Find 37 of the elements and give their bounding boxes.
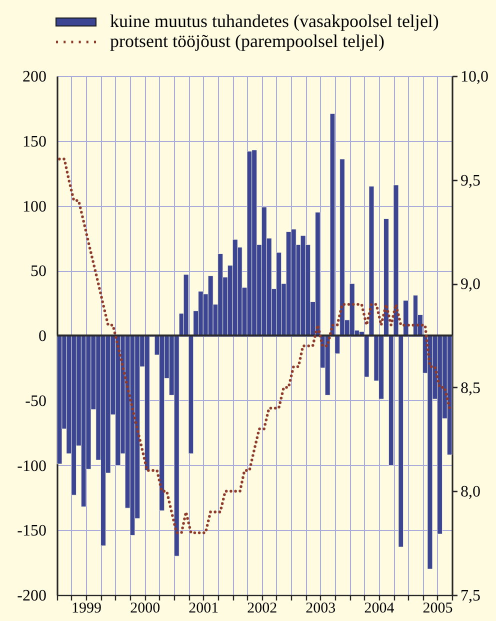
x-tick-label: 2000: [130, 600, 160, 616]
bar: [188, 335, 194, 454]
y-tick-label: 100: [22, 198, 46, 216]
bar: [364, 335, 370, 378]
y-tick-label: 200: [22, 68, 46, 86]
y-tick-label: -100: [17, 458, 46, 475]
y2-tick-label: 8,5: [460, 380, 480, 397]
y-tick-label: -150: [17, 522, 46, 540]
bar: [330, 113, 336, 336]
x-tick-label: 2002: [247, 600, 278, 616]
bar: [388, 335, 394, 466]
y2-tick-label: 9,5: [460, 172, 480, 190]
legend-label: kuine muutus tuhandetes (vasakpoolsel teljel): [110, 11, 439, 31]
bar: [384, 218, 389, 336]
x-tick-label: 2001: [188, 600, 219, 616]
y-tick-label: -200: [17, 588, 46, 604]
y-tick-label: 150: [22, 133, 46, 150]
x-tick-label: 2004: [364, 600, 395, 616]
bar: [368, 186, 374, 336]
x-tick-label: 2003: [306, 600, 336, 616]
x-tick-label: 2005: [422, 600, 453, 616]
x-tick-label: 1999: [72, 600, 102, 616]
y2-tick-label: 9,0: [460, 276, 480, 294]
bar: [183, 274, 189, 336]
bar: [398, 335, 404, 548]
y2-tick-label: 10,0: [460, 68, 488, 86]
y-tick-label: -50: [25, 392, 46, 410]
y-tick-label: 0: [38, 328, 46, 345]
y2-tick-label: 7,5: [460, 588, 480, 604]
line-series: [58, 158, 451, 534]
bar: [393, 184, 399, 336]
bar: [403, 300, 408, 336]
y-tick-label: 50: [30, 263, 46, 280]
bar: [334, 335, 340, 354]
y2-tick-label: 8,0: [460, 484, 480, 501]
bar: [56, 335, 62, 464]
legend-label: protsent tööjõust (parempoolsel teljel): [110, 31, 384, 51]
